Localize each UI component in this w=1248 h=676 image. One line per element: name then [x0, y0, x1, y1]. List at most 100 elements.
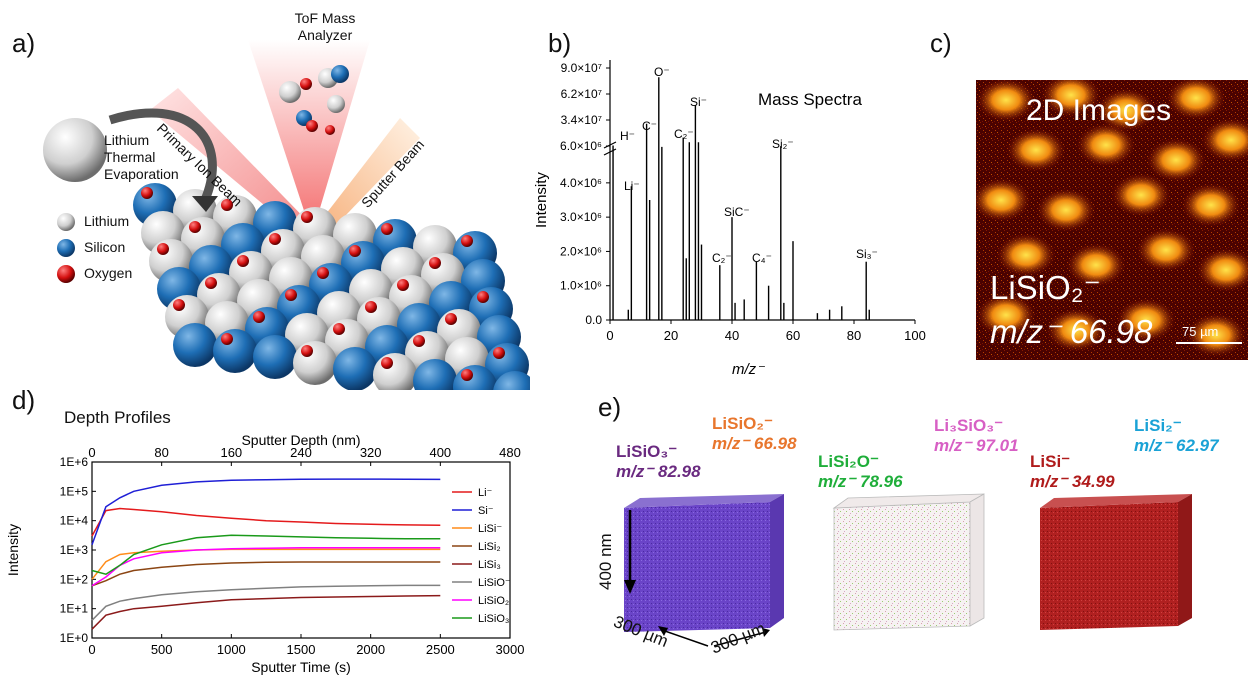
- slab-oxygen: [493, 347, 505, 359]
- sputter-beam: [312, 118, 420, 240]
- ion-label-lisio3: LiSiO₃⁻ m/z⁻ 82.98: [616, 442, 701, 481]
- depth-ylabel: Intensity: [5, 524, 21, 576]
- cube-lisi: [1040, 502, 1178, 630]
- panel-c-label: c): [930, 28, 952, 58]
- slab-atom: [213, 329, 257, 373]
- ion-hotspot: [996, 233, 1056, 277]
- slab-oxygen: [381, 357, 393, 369]
- spectrum-xlabel: m/z⁻: [732, 361, 765, 378]
- depth-ytick-label: 1E+4: [60, 514, 89, 528]
- 2d-ion-name: LiSiO₂⁻: [990, 269, 1101, 306]
- peak-label-sic: SiC⁻: [724, 205, 750, 219]
- depth-toptick-label: 160: [220, 445, 242, 460]
- depth-xlabel: Sputter Time (s): [251, 659, 351, 675]
- ion-hotspot: [1136, 228, 1196, 272]
- slab-oxygen: [157, 243, 169, 255]
- ion-hotspot: [1041, 80, 1101, 117]
- ion-hotspot: [1181, 183, 1241, 227]
- slab-oxygen: [349, 245, 361, 257]
- depth-series-line: [91, 594, 441, 630]
- legend-oxygen: Oxygen: [84, 265, 133, 281]
- cube-lisi2o: [833, 501, 971, 631]
- 3d-cubes: [624, 493, 1192, 647]
- depth-ytick-label: 1E+5: [60, 484, 89, 498]
- depth-ytick-label: 1E+1: [60, 602, 89, 616]
- depth-series-line: [91, 548, 441, 580]
- depth-toptick-label: 480: [499, 445, 521, 460]
- ion-label-lisi2o: LiSi₂O⁻ m/z⁻ 78.96: [818, 452, 903, 491]
- ion-hotspot: [976, 178, 1031, 222]
- depth-ytick-label: 1E+2: [60, 572, 89, 586]
- panel-a-diagram: [43, 40, 530, 390]
- peak-label-si2: Si₂⁻: [772, 137, 794, 151]
- ion-hotspot: [1116, 298, 1176, 342]
- slab-oxygen: [237, 255, 249, 267]
- mass-spectrum-chart: 4.0×10⁶ 3.0×10⁶ 2.0×10⁶ 1.0×10⁶ 0.0 9.0×10⁷ 6.…: [533, 60, 926, 378]
- analyzer-cone: [248, 40, 370, 235]
- peak-label-si: Si⁻: [690, 95, 707, 109]
- slab-oxygen: [301, 345, 313, 357]
- ion-label-lisi: LiSi⁻ m/z⁻ 34.99: [1030, 452, 1115, 491]
- panel-d-label: d): [12, 385, 36, 415]
- ion-label-lisio2: LiSiO₂⁻ m/z⁻ 66.98: [712, 414, 797, 453]
- slab-oxygen: [397, 279, 409, 291]
- ion-hotspot: [1201, 118, 1248, 162]
- depth-series-line: [91, 507, 441, 537]
- 2d-ion-mz: m/z⁻ 66.98: [990, 313, 1153, 350]
- scale-bar: [1176, 342, 1242, 344]
- slab-atom: [253, 335, 297, 379]
- depth-ytick-label: 1E+6: [60, 455, 89, 469]
- slab-oxygen: [445, 313, 457, 325]
- slab-oxygen: [381, 223, 393, 235]
- ion-hotspot: [1166, 80, 1226, 120]
- panel-b-label: b): [548, 28, 572, 58]
- panel-a-label: a): [12, 28, 36, 58]
- slab-atom: [333, 347, 377, 390]
- slab-oxygen: [333, 323, 345, 335]
- depth-xtick-label: 2000: [356, 642, 385, 657]
- depth-ytick-label: 1E+3: [60, 543, 89, 557]
- slab-oxygen: [189, 221, 201, 233]
- depth-legend-label: LiSiO⁻: [478, 577, 511, 589]
- depth-toptick-label: 320: [360, 445, 382, 460]
- peak-label-si3: Si₃⁻: [856, 247, 878, 261]
- spectrum-xtick-label: 60: [786, 328, 800, 343]
- spectrum-ytick-label: 0.0: [585, 313, 602, 327]
- spectrum-ylabel: Intensity: [533, 172, 550, 228]
- depth-legend-label: LiSi₂: [478, 541, 501, 553]
- spectrum-ytick-label: 2.0×10⁶: [560, 244, 602, 258]
- peak-label-h: H⁻: [620, 129, 635, 143]
- spectrum-xtick-label: 40: [725, 328, 739, 343]
- depth-xtick-label: 2500: [426, 642, 455, 657]
- ion-hotspot: [1186, 313, 1246, 357]
- spectrum-ytick-label: 6.0×10⁶: [560, 139, 602, 153]
- ion-hotspot: [1076, 123, 1136, 167]
- ion-label-lisi2: LiSi₂⁻ m/z⁻ 62.97: [1134, 416, 1219, 455]
- cube-lisio3: [624, 502, 770, 632]
- ion-label-li3sio3: Li₃SiO₃⁻ m/z⁻ 97.01: [934, 416, 1019, 455]
- depth-toptick-label: 80: [154, 445, 168, 460]
- slab-atom: [413, 359, 457, 390]
- depth-ytick-label: 1E+0: [60, 631, 89, 645]
- slab-oxygen: [413, 335, 425, 347]
- ion-hotspot: [976, 293, 1036, 337]
- depth-toptick-label: 0: [88, 445, 95, 460]
- legend-lithium-ball: [57, 213, 75, 231]
- spectrum-ytick-label: 9.0×10⁷: [561, 61, 602, 75]
- depth-legend-label: LiSi₃: [478, 559, 501, 571]
- spectrum-title: Mass Spectra: [758, 90, 862, 109]
- ion-hotspot: [1066, 243, 1126, 287]
- slab-oxygen: [301, 211, 313, 223]
- legend-silicon: Silicon: [84, 239, 126, 255]
- slab-oxygen: [317, 267, 329, 279]
- peak-label-c2-b: C₂⁻: [712, 251, 732, 265]
- ion-hotspot: [1046, 308, 1106, 352]
- legend-oxygen-ball: [57, 265, 75, 283]
- slab-oxygen: [205, 277, 217, 289]
- depth-series-line: [91, 561, 441, 587]
- depth-xtick-label: 1500: [287, 642, 316, 657]
- spectrum-ytick-label: 6.2×10⁷: [561, 87, 602, 101]
- peak-label-c: C⁻: [642, 119, 657, 133]
- depth-xtick-label: 3000: [496, 642, 525, 657]
- depth-legend-label: Li⁻: [478, 487, 493, 499]
